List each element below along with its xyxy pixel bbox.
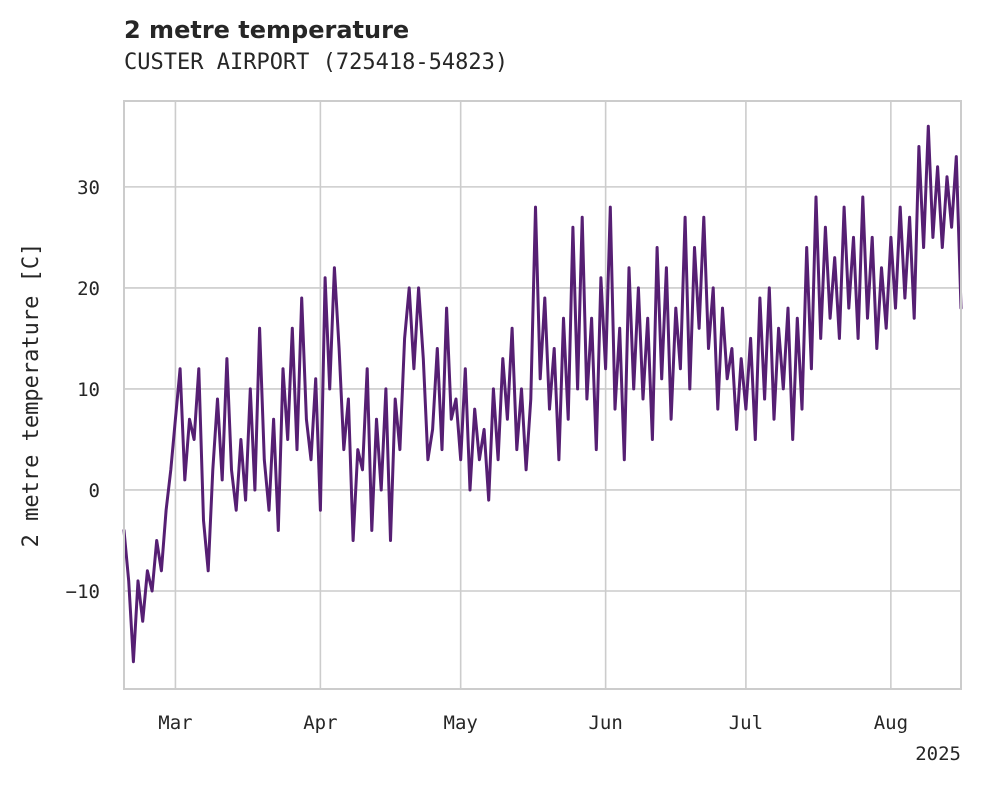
y-tick-label: 10 [77, 379, 100, 401]
chart-subtitle: CUSTER AIRPORT (725418-54823) [124, 50, 509, 75]
x-axis-year-label: 2025 [915, 743, 961, 765]
y-tick-label: 0 [89, 480, 100, 502]
x-tick-label: May [444, 712, 478, 734]
plot-frame [123, 100, 962, 690]
series-layer [122, 124, 963, 664]
temperature-series-line [122, 124, 963, 664]
y-tick-label: 30 [77, 177, 100, 199]
x-tick-label: Jul [729, 712, 763, 734]
x-tick-label: Jun [588, 712, 622, 734]
y-axis-label: 2 metre temperature [C] [19, 243, 44, 548]
y-tick-label: 20 [77, 278, 100, 300]
x-tick-label: Apr [303, 712, 337, 734]
x-tick-label: Mar [158, 712, 192, 734]
x-tick-label: Aug [874, 712, 908, 734]
y-tick-label: −10 [66, 581, 100, 603]
x-ticks: Mar Apr May Jun Jul Aug [158, 712, 908, 734]
y-ticks: −10 0 10 20 30 [66, 177, 100, 603]
chart-title: 2 metre temperature [124, 16, 410, 44]
